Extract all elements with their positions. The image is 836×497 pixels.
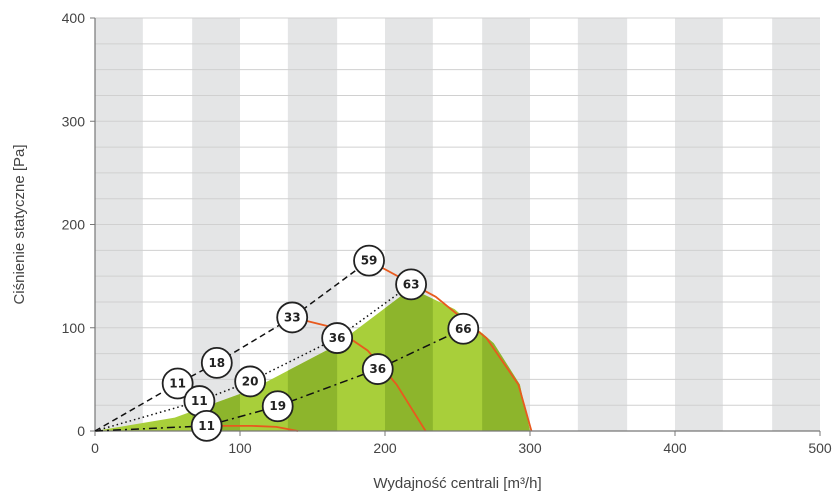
y-tick-label: 200 bbox=[62, 217, 86, 233]
tick-labels: 0 100 200 300 400 500 0 100 200 300 400 bbox=[62, 10, 832, 456]
x-tick-label: 500 bbox=[808, 440, 832, 456]
marker-label: 63 bbox=[403, 277, 420, 291]
marker-label: 19 bbox=[269, 399, 286, 413]
data-marker: 11 bbox=[161, 367, 194, 400]
marker-label: 18 bbox=[208, 356, 225, 370]
operating-area-band bbox=[385, 288, 433, 431]
marker-circle bbox=[353, 244, 385, 277]
marker-circle bbox=[276, 301, 309, 334]
x-tick-label: 100 bbox=[228, 440, 252, 456]
marker-label: 33 bbox=[284, 310, 301, 324]
speed-curve bbox=[203, 424, 299, 432]
marker-label: 66 bbox=[455, 322, 472, 336]
data-markers: 11 18 33 59 11 20 36 63 11 19 36 66 bbox=[161, 244, 480, 442]
marker-circle bbox=[361, 353, 394, 385]
marker-circle bbox=[261, 390, 294, 423]
y-tick-label: 0 bbox=[77, 423, 85, 439]
marker-circle bbox=[395, 268, 428, 301]
data-marker: 20 bbox=[234, 365, 267, 398]
marker-circle bbox=[200, 346, 233, 379]
speed-curve bbox=[291, 316, 427, 432]
data-marker: 63 bbox=[395, 268, 428, 301]
marker-circle bbox=[234, 365, 267, 398]
data-marker: 36 bbox=[321, 322, 354, 354]
series-line-dashed bbox=[94, 260, 370, 432]
data-marker: 18 bbox=[200, 346, 233, 379]
marker-circle bbox=[161, 367, 194, 400]
data-marker: 11 bbox=[183, 385, 216, 417]
x-tick-label: 300 bbox=[518, 440, 542, 456]
y-tick-label: 300 bbox=[62, 113, 86, 129]
x-tick-label: 200 bbox=[373, 440, 397, 456]
marker-circle bbox=[190, 409, 223, 442]
data-marker: 66 bbox=[447, 312, 480, 345]
data-marker: 33 bbox=[276, 301, 309, 334]
y-tick-label: 400 bbox=[62, 10, 86, 26]
data-marker: 59 bbox=[353, 244, 385, 277]
y-axis-title: Ciśnienie statyczne [Pa] bbox=[11, 144, 28, 304]
x-axis-title: Wydajność centrali [m³/h] bbox=[373, 475, 541, 492]
data-marker: 36 bbox=[361, 353, 394, 385]
marker-label: 36 bbox=[369, 362, 386, 376]
y-tick-label: 100 bbox=[62, 320, 86, 336]
marker-circle bbox=[321, 322, 354, 354]
marker-circle bbox=[447, 312, 480, 345]
marker-label: 59 bbox=[361, 254, 378, 268]
data-marker: 11 bbox=[190, 409, 223, 442]
marker-label: 11 bbox=[169, 377, 186, 391]
x-tick-label: 400 bbox=[663, 440, 687, 456]
marker-label: 20 bbox=[242, 374, 259, 388]
data-marker: 19 bbox=[261, 390, 294, 423]
marker-label: 36 bbox=[329, 331, 346, 345]
x-tick-label: 0 bbox=[91, 440, 99, 456]
marker-label: 11 bbox=[191, 394, 208, 408]
marker-label: 11 bbox=[198, 419, 215, 433]
